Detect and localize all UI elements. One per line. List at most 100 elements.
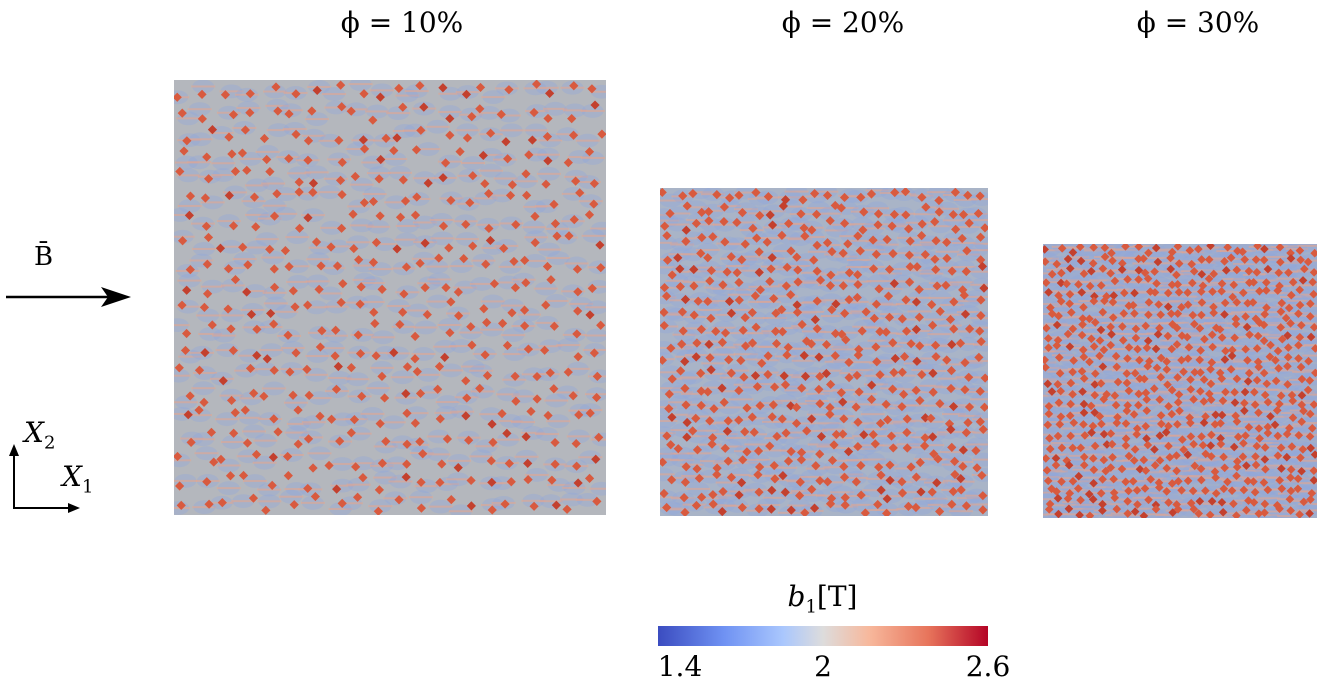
inclusion <box>1043 278 1051 288</box>
field-streak <box>660 458 680 461</box>
inclusion <box>800 508 810 516</box>
field-streak <box>471 259 496 262</box>
field-streak <box>1088 345 1112 348</box>
field-streak <box>1210 270 1234 273</box>
inclusion <box>1074 471 1084 481</box>
field-streak <box>305 280 330 283</box>
inclusion <box>935 399 945 409</box>
inclusion <box>1252 441 1262 451</box>
field-streak <box>365 110 390 113</box>
field-streak <box>1094 404 1118 407</box>
field-streak <box>912 243 936 246</box>
inclusion <box>1277 464 1286 473</box>
inclusion <box>1172 323 1182 333</box>
inclusion <box>1163 288 1173 298</box>
inclusion <box>1051 453 1061 463</box>
inclusion <box>467 112 477 122</box>
inclusion <box>1240 387 1250 397</box>
field-streak <box>845 265 870 268</box>
inclusion <box>975 417 985 427</box>
field-streak <box>923 497 948 500</box>
field-streak <box>426 435 451 438</box>
inclusion <box>960 309 971 319</box>
inclusion <box>763 191 773 202</box>
field-streak <box>373 445 398 448</box>
field-streak <box>416 373 441 376</box>
field-streak <box>1089 279 1112 282</box>
field-streak <box>200 285 225 288</box>
inclusion <box>948 486 958 497</box>
field-streak <box>305 355 330 358</box>
field-streak <box>733 383 758 386</box>
field-streak <box>715 481 740 484</box>
field-streak <box>450 410 475 413</box>
field-streak <box>535 433 559 436</box>
inclusion <box>1295 510 1304 518</box>
field-streak <box>1121 399 1144 402</box>
inclusion <box>719 216 729 227</box>
inclusion <box>1309 268 1317 277</box>
field-streak <box>461 162 486 165</box>
field-streak <box>1145 442 1169 445</box>
field-streak <box>494 244 519 247</box>
inclusion <box>245 89 255 99</box>
inclusion <box>875 418 886 428</box>
field-streak <box>426 300 451 303</box>
inclusion <box>1088 259 1098 268</box>
field-streak <box>257 500 282 503</box>
field-streak <box>307 85 332 88</box>
inclusion <box>1163 331 1173 341</box>
field-streak <box>360 412 385 415</box>
field-streak <box>1181 470 1205 473</box>
field-streak <box>1280 336 1303 339</box>
field-streak <box>219 394 244 397</box>
inclusion <box>798 195 808 205</box>
field-streak <box>416 148 441 151</box>
inclusion <box>1184 343 1194 352</box>
field-streak <box>875 303 900 306</box>
field-streak <box>1193 299 1217 302</box>
inclusion <box>1132 430 1142 439</box>
field-streak <box>801 271 825 274</box>
field-streak <box>906 419 931 422</box>
field-streak <box>1114 427 1137 430</box>
field-streak <box>1282 425 1305 428</box>
field-streak <box>391 325 416 328</box>
field-streak <box>1059 337 1082 340</box>
field-streak <box>666 508 691 511</box>
field-streak <box>535 321 560 324</box>
inclusion <box>229 428 239 438</box>
inclusion <box>1124 451 1134 461</box>
field-streak <box>884 407 909 410</box>
field-streak <box>719 376 744 379</box>
field-streak <box>879 495 904 498</box>
inclusion <box>441 283 451 293</box>
inclusion <box>1259 255 1269 265</box>
field-streak <box>1263 270 1287 273</box>
field-streak <box>743 255 768 258</box>
field-streak <box>1146 492 1169 495</box>
field-streak <box>1043 361 1057 364</box>
inclusion <box>1248 298 1258 307</box>
field-streak <box>1302 354 1317 357</box>
field-streak <box>1122 256 1145 259</box>
inclusion <box>1260 390 1270 400</box>
field-streak <box>1146 392 1170 395</box>
inclusion <box>920 413 930 423</box>
inclusion <box>334 135 344 145</box>
inclusion <box>1201 412 1210 421</box>
inclusion <box>1311 368 1317 378</box>
inclusion <box>1285 494 1295 504</box>
inclusion <box>262 154 272 165</box>
field-streak <box>537 248 562 251</box>
inclusion <box>1077 330 1087 340</box>
field-streak <box>665 223 690 226</box>
inclusion <box>1210 467 1220 477</box>
field-streak <box>1231 280 1254 283</box>
inclusion <box>811 461 821 471</box>
field-streak <box>383 497 408 500</box>
field-streak <box>388 171 412 174</box>
inclusion <box>926 413 936 423</box>
field-streak <box>860 413 885 416</box>
field-streak <box>1298 421 1317 424</box>
